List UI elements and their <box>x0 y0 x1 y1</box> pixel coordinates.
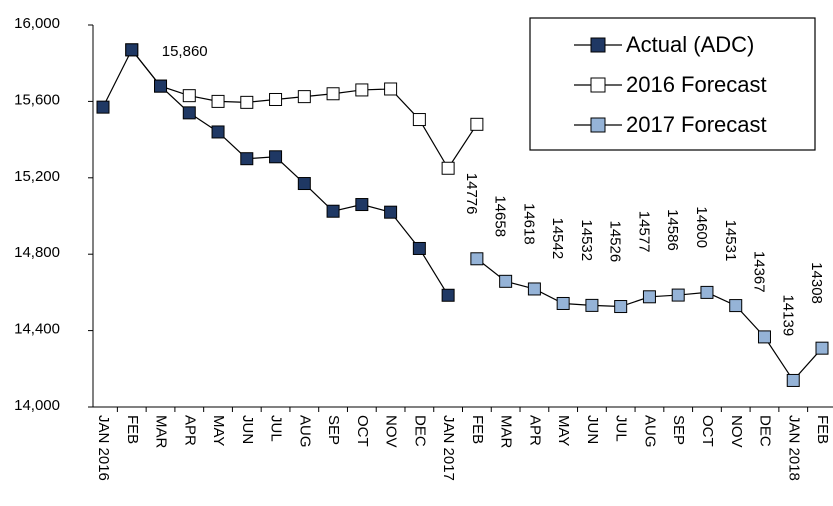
marker <box>326 87 340 101</box>
y-tick-label: 16,000 <box>14 15 60 32</box>
y-tick-label: 15,600 <box>14 91 60 108</box>
x-tick-label: NOV <box>728 415 745 448</box>
series-line <box>476 258 823 382</box>
marker <box>585 298 599 312</box>
marker <box>499 274 513 288</box>
x-tick-label: JUL <box>268 415 285 442</box>
marker <box>441 288 455 302</box>
x-tick-label: APR <box>526 415 543 446</box>
x-tick-label: JAN 2016 <box>95 415 112 481</box>
x-tick-label: JAN 2017 <box>440 415 457 481</box>
marker <box>182 106 196 120</box>
x-tick-label: JUL <box>613 415 630 442</box>
marker <box>642 290 656 304</box>
marker <box>470 252 484 266</box>
data-label: 15,860 <box>162 43 208 60</box>
legend-box <box>529 17 816 151</box>
y-tick-label: 15,200 <box>14 168 60 185</box>
marker <box>355 83 369 97</box>
marker <box>326 204 340 218</box>
marker <box>441 161 455 175</box>
x-tick-label: FEB <box>814 415 831 444</box>
x-tick-label: JUN <box>584 415 601 444</box>
marker <box>412 241 426 255</box>
marker <box>211 125 225 139</box>
legend-label: Actual (ADC) <box>626 32 754 57</box>
marker <box>269 92 283 106</box>
data-label: 14618 <box>520 203 537 245</box>
data-label: 14586 <box>664 209 681 251</box>
marker <box>240 152 254 166</box>
marker <box>297 90 311 104</box>
marker <box>384 205 398 219</box>
x-tick-label: SEP <box>325 415 342 445</box>
marker <box>211 94 225 108</box>
legend-marker <box>590 77 606 93</box>
x-tick-label: FEB <box>124 415 141 444</box>
marker <box>240 95 254 109</box>
x-tick-label: DEC <box>757 415 774 447</box>
x-tick-label: OCT <box>354 415 371 447</box>
x-tick-label: AUG <box>296 415 313 448</box>
data-label: 14658 <box>492 195 509 237</box>
marker <box>470 117 484 131</box>
y-tick-label: 14,000 <box>14 397 60 414</box>
marker <box>297 177 311 191</box>
x-tick-label: APR <box>181 415 198 446</box>
x-tick-label: MAR <box>153 415 170 449</box>
x-tick-label: FEB <box>469 415 486 444</box>
marker <box>269 150 283 164</box>
legend-label: 2017 Forecast <box>626 112 767 137</box>
data-label: 14139 <box>779 294 796 336</box>
legend-label: 2016 Forecast <box>626 72 767 97</box>
x-tick-label: MAR <box>498 415 515 449</box>
marker <box>729 299 743 313</box>
x-tick-label: DEC <box>411 415 428 447</box>
x-tick-label: AUG <box>641 415 658 448</box>
marker <box>527 282 541 296</box>
marker <box>757 330 771 344</box>
x-tick-label: MAY <box>210 415 227 446</box>
data-label: 14526 <box>607 221 624 263</box>
legend-marker <box>590 117 606 133</box>
y-tick-label: 14,800 <box>14 244 60 261</box>
marker <box>96 100 110 114</box>
marker <box>125 43 139 57</box>
marker <box>815 341 829 355</box>
data-label: 14542 <box>549 217 566 259</box>
x-tick-label: JAN 2018 <box>785 415 802 481</box>
x-tick-label: MAY <box>555 415 572 446</box>
x-tick-label: SEP <box>670 415 687 445</box>
x-tick-label: OCT <box>699 415 716 447</box>
marker <box>412 113 426 127</box>
marker <box>384 82 398 96</box>
data-label: 14600 <box>693 206 710 248</box>
data-label: 14367 <box>751 251 768 293</box>
x-tick-label: JUN <box>239 415 256 444</box>
marker <box>556 296 570 310</box>
marker <box>671 288 685 302</box>
data-label: 14577 <box>635 211 652 253</box>
marker <box>786 373 800 387</box>
marker <box>700 285 714 299</box>
data-label: 14531 <box>722 220 739 262</box>
marker <box>154 79 168 93</box>
legend-marker <box>590 37 606 53</box>
marker <box>614 300 628 314</box>
x-tick-label: NOV <box>383 415 400 448</box>
marker <box>182 89 196 103</box>
data-label: 14776 <box>463 173 480 215</box>
y-tick-label: 14,400 <box>14 321 60 338</box>
data-label: 14308 <box>808 262 825 304</box>
marker <box>355 198 369 212</box>
data-label: 14532 <box>578 219 595 261</box>
